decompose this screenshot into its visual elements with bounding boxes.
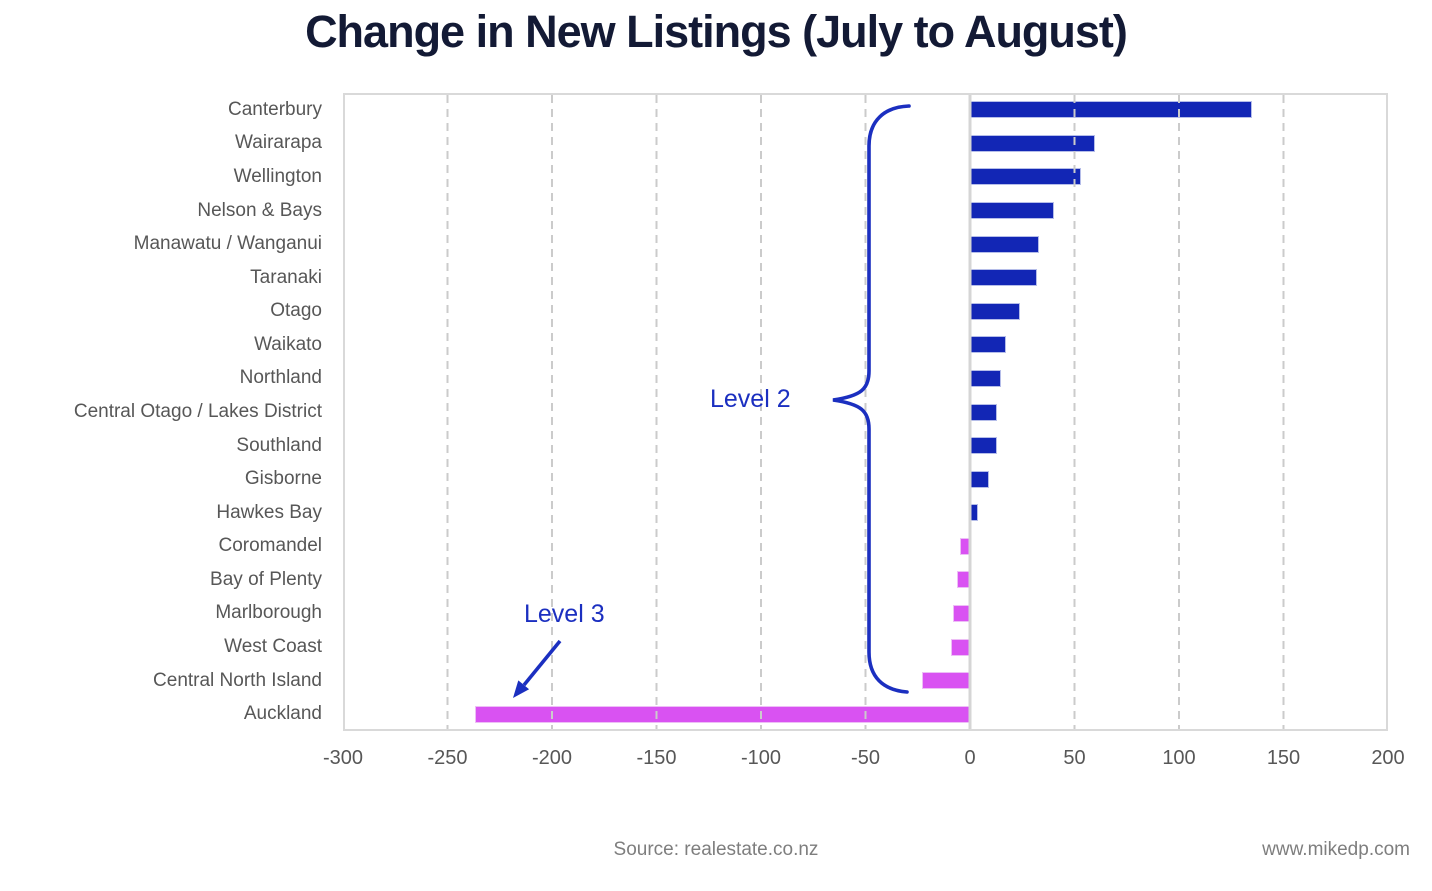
bar — [951, 638, 970, 656]
category-label: Wellington — [233, 165, 322, 187]
bar — [970, 235, 1039, 253]
bar — [970, 101, 1253, 119]
category-label: Gisborne — [244, 468, 322, 490]
bar — [970, 437, 998, 455]
bar — [970, 470, 989, 488]
x-tick-label: 200 — [1371, 747, 1405, 769]
bar — [921, 672, 970, 690]
x-tick-label: 0 — [964, 747, 976, 769]
category-label: Waikato — [254, 333, 322, 355]
category-label: Hawkes Bay — [216, 501, 322, 523]
bar — [970, 336, 1006, 354]
bar — [970, 504, 979, 522]
x-tick-label: 50 — [1063, 747, 1086, 769]
category-label: Nelson & Bays — [197, 199, 322, 221]
category-label: Taranaki — [250, 266, 322, 288]
x-tick-label: -100 — [740, 747, 782, 769]
category-label: Auckland — [243, 703, 322, 725]
plot-area — [343, 93, 1388, 731]
bar — [953, 604, 970, 622]
bar — [970, 202, 1054, 220]
x-tick-label: -250 — [427, 747, 468, 769]
category-label: Canterbury — [228, 98, 322, 120]
x-tick-label: 150 — [1266, 747, 1301, 769]
category-label: Wairarapa — [235, 132, 322, 154]
website-text: www.mikedp.com — [1262, 839, 1410, 860]
x-tick-label: -200 — [531, 747, 573, 769]
category-label: Northland — [239, 367, 322, 389]
x-tick-label: 100 — [1162, 747, 1196, 769]
x-tick-label: -150 — [636, 747, 677, 769]
category-label: Central Otago / Lakes District — [73, 401, 322, 422]
category-label: Marlborough — [215, 602, 322, 624]
x-tick-label: -300 — [322, 747, 364, 769]
category-label: Central North Island — [153, 669, 322, 691]
category-label: Coromandel — [218, 535, 323, 557]
level2-label: Level 2 — [710, 385, 791, 413]
category-label: Otago — [270, 300, 322, 322]
bar — [970, 403, 998, 421]
category-label: Manawatu / Wanganui — [133, 233, 322, 255]
bar — [970, 269, 1037, 287]
x-tick-label: -50 — [851, 747, 880, 769]
category-label: Bay of Plenty — [210, 568, 322, 590]
bar — [957, 571, 970, 589]
category-label: Southland — [236, 434, 322, 456]
bar — [970, 302, 1021, 320]
bar — [959, 537, 970, 555]
level3-label: Level 3 — [524, 600, 605, 628]
chart-title: Change in New Listings (July to August) — [305, 6, 1128, 57]
bar — [474, 705, 970, 723]
bar — [970, 168, 1081, 186]
bar — [970, 369, 1002, 387]
category-label: West Coast — [224, 636, 322, 658]
source-text: Source: realestate.co.nz — [613, 839, 819, 860]
bar — [970, 134, 1096, 152]
